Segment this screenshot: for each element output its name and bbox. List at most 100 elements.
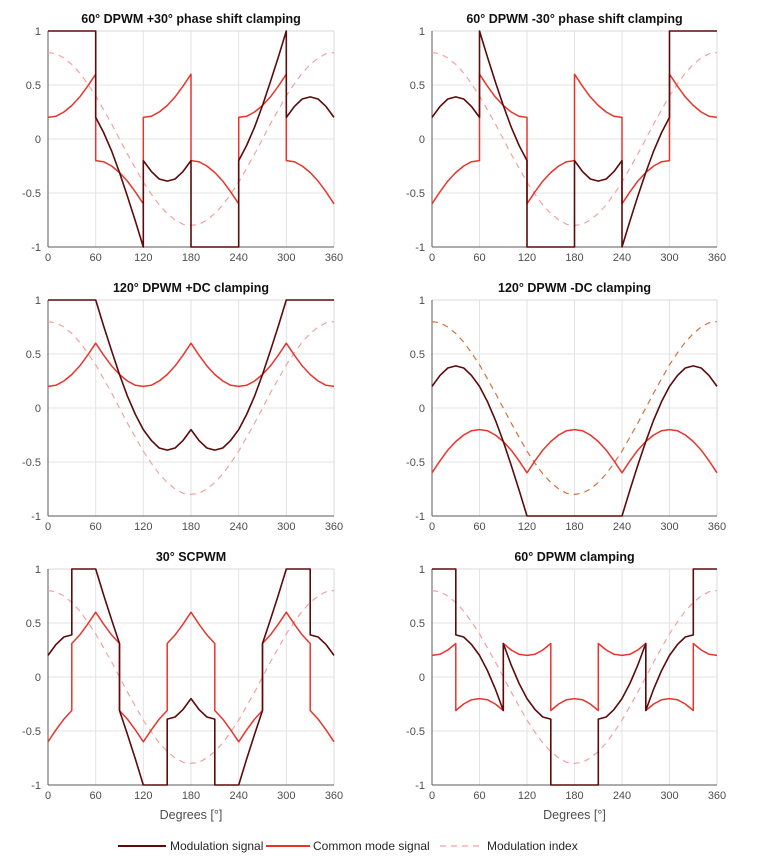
- y-tick-label: -0.5: [406, 188, 425, 200]
- x-tick-label: 60: [90, 790, 102, 802]
- chart-panel: 0 60 120 180 240 300 360 1 0.5 0 -0.5 -1 120° DPWM -…: [406, 281, 726, 533]
- y-tick-label: 1: [419, 295, 425, 307]
- x-tick-label: 120: [518, 521, 536, 533]
- x-tick-label: 120: [518, 790, 536, 802]
- x-tick-label: 360: [708, 252, 726, 264]
- series-modulation-signal: [48, 30, 335, 248]
- x-tick-label: 180: [182, 790, 200, 802]
- x-tick-label: 300: [277, 790, 295, 802]
- series-modulation-index: [47, 590, 335, 765]
- series-common-mode-signal: [47, 611, 335, 743]
- series-modulation-signal: [432, 568, 717, 786]
- legend: Modulation signal Common mode signal Mod…: [118, 839, 578, 853]
- x-tick-label: 60: [90, 521, 102, 533]
- series-common-mode-signal: [431, 642, 718, 712]
- y-tick-label: -1: [31, 780, 41, 792]
- x-tick-label: 120: [518, 252, 536, 264]
- y-tick-label: -0.5: [406, 457, 425, 469]
- chart-title: 30° SCPWM: [156, 550, 226, 564]
- y-tick-label: 1: [35, 26, 41, 38]
- x-tick-label: 240: [613, 521, 631, 533]
- y-tick-label: -1: [31, 511, 41, 523]
- x-tick-label: 0: [429, 252, 435, 264]
- y-tick-label: 0: [35, 403, 41, 415]
- chart-panel: 0 60 120 180 240 300 360 1 0.5 0 -0.5 -1 60° DPWM +3…: [22, 12, 343, 264]
- chart-panel: 0 60 120 180 240 300 360 1 0.5 0 -0.5 -1 60° DPWM -3…: [406, 12, 726, 264]
- y-tick-label: -1: [415, 511, 425, 523]
- y-tick-label: -1: [415, 780, 425, 792]
- chart-panel: 0 60 120 180 240 300 360 1 0.5 0 -0.5 -1 30° SCPWM De…: [22, 550, 343, 822]
- x-tick-label: 180: [565, 252, 583, 264]
- y-tick-label: 0: [419, 134, 425, 146]
- y-tick-label: 0: [419, 403, 425, 415]
- legend-label-common-mode-signal: Common mode signal: [313, 839, 430, 853]
- series-modulation-signal: [48, 299, 334, 451]
- y-tick-label: -1: [31, 242, 41, 254]
- y-tick-label: 0: [419, 672, 425, 684]
- series-common-mode-signal: [431, 428, 718, 474]
- x-tick-label: 300: [660, 790, 678, 802]
- x-tick-label: 360: [325, 790, 343, 802]
- x-tick-label: 60: [473, 252, 485, 264]
- x-tick-label: 240: [229, 252, 247, 264]
- x-tick-label: 180: [182, 252, 200, 264]
- series-modulation-signal: [431, 365, 718, 517]
- x-tick-label: 360: [325, 252, 343, 264]
- x-tick-label: 0: [45, 252, 51, 264]
- series-modulation-index: [47, 321, 335, 496]
- chart-panel: 0 60 120 180 240 300 360 1 0.5 0 -0.5 -1 120° DPWM +…: [22, 281, 343, 533]
- x-tick-label: 360: [708, 790, 726, 802]
- x-tick-label: 0: [429, 521, 435, 533]
- series-modulation-signal: [431, 30, 717, 248]
- y-tick-label: 0.5: [26, 80, 41, 92]
- chart-title: 120° DPWM +DC clamping: [113, 281, 269, 295]
- series-modulation-index: [431, 321, 718, 496]
- y-tick-label: -0.5: [406, 726, 425, 738]
- chart-title: 60° DPWM -30° phase shift clamping: [466, 12, 682, 26]
- y-tick-label: -0.5: [22, 188, 41, 200]
- x-axis-label: Degrees [°]: [160, 808, 223, 822]
- y-tick-label: -0.5: [22, 726, 41, 738]
- x-tick-label: 0: [45, 790, 51, 802]
- y-tick-label: 0: [35, 672, 41, 684]
- series-modulation-signal: [47, 568, 335, 786]
- chart-panel: 0 60 120 180 240 300 360 1 0.5 0 -0.5 -1 60° DPWM cl…: [406, 550, 726, 822]
- y-tick-label: 0.5: [410, 80, 425, 92]
- x-tick-label: 240: [229, 521, 247, 533]
- x-tick-label: 240: [613, 252, 631, 264]
- x-axis-label: Degrees [°]: [543, 808, 606, 822]
- x-tick-label: 60: [473, 521, 485, 533]
- x-tick-label: 120: [134, 521, 152, 533]
- x-tick-label: 180: [565, 790, 583, 802]
- x-tick-label: 120: [134, 252, 152, 264]
- y-tick-label: -0.5: [22, 457, 41, 469]
- x-tick-label: 0: [429, 790, 435, 802]
- y-tick-label: 0.5: [410, 618, 425, 630]
- y-tick-label: 0.5: [410, 349, 425, 361]
- x-tick-label: 0: [45, 521, 51, 533]
- x-tick-label: 300: [277, 521, 295, 533]
- x-tick-label: 360: [325, 521, 343, 533]
- x-tick-label: 300: [277, 252, 295, 264]
- chart-title: 60° DPWM +30° phase shift clamping: [81, 12, 300, 26]
- y-tick-label: 1: [419, 26, 425, 38]
- chart-title: 60° DPWM clamping: [514, 550, 634, 564]
- chart-title: 120° DPWM -DC clamping: [498, 281, 651, 295]
- x-tick-label: 60: [90, 252, 102, 264]
- x-tick-label: 60: [473, 790, 485, 802]
- series-common-mode-signal: [47, 342, 335, 388]
- x-tick-label: 120: [134, 790, 152, 802]
- y-tick-label: 1: [35, 564, 41, 576]
- x-tick-label: 240: [613, 790, 631, 802]
- x-tick-label: 240: [229, 790, 247, 802]
- legend-label-modulation-signal: Modulation signal: [170, 839, 263, 853]
- y-tick-label: 1: [419, 564, 425, 576]
- series-modulation-index: [431, 590, 718, 765]
- x-tick-label: 360: [708, 521, 726, 533]
- y-tick-label: 1: [35, 295, 41, 307]
- y-tick-label: 0.5: [26, 349, 41, 361]
- x-tick-label: 300: [660, 521, 678, 533]
- legend-label-modulation-index: Modulation index: [487, 839, 578, 853]
- y-tick-label: 0.5: [26, 618, 41, 630]
